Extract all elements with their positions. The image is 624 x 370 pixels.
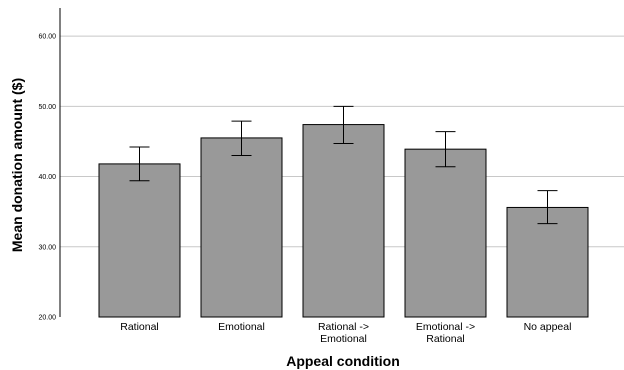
x-tick-label: No appeal	[524, 321, 572, 333]
y-tick-label: 40.00	[38, 174, 56, 181]
x-tick-label-line: Rational	[426, 333, 465, 345]
bar	[506, 206, 589, 318]
x-tick-label-line: Rational ->	[318, 321, 369, 333]
y-tick-label: 60.00	[38, 34, 56, 41]
y-tick-labels: 20.00 30.00 40.00 50.00 60.00	[38, 34, 56, 322]
x-tick-label-line: Emotional ->	[416, 321, 475, 333]
y-axis-title: Mean donation amount ($)	[9, 78, 25, 252]
bar	[98, 163, 181, 318]
bar	[404, 148, 487, 318]
x-tick-label-line: Rational	[120, 321, 159, 333]
bars	[98, 124, 589, 318]
error-bars	[129, 105, 558, 225]
x-tick-label-line: Emotional	[320, 333, 367, 345]
x-tick-label: Emotional -> Rational	[416, 321, 475, 345]
x-tick-label: Rational	[120, 321, 159, 333]
y-tick-label: 50.00	[38, 104, 56, 111]
x-axis-title: Appeal condition	[286, 353, 400, 369]
x-tick-label-line: Emotional	[218, 321, 265, 333]
x-tick-label-line: No appeal	[524, 321, 572, 333]
bar	[200, 137, 283, 318]
y-tick-label: 30.00	[38, 244, 56, 251]
bar	[302, 124, 385, 318]
y-tick-label: 20.00	[38, 315, 56, 322]
x-tick-label: Emotional	[218, 321, 265, 333]
x-tick-label: Rational -> Emotional	[318, 321, 369, 345]
x-tick-labels: Rational Emotional Rational -> EmotionalEmo…	[120, 321, 571, 345]
